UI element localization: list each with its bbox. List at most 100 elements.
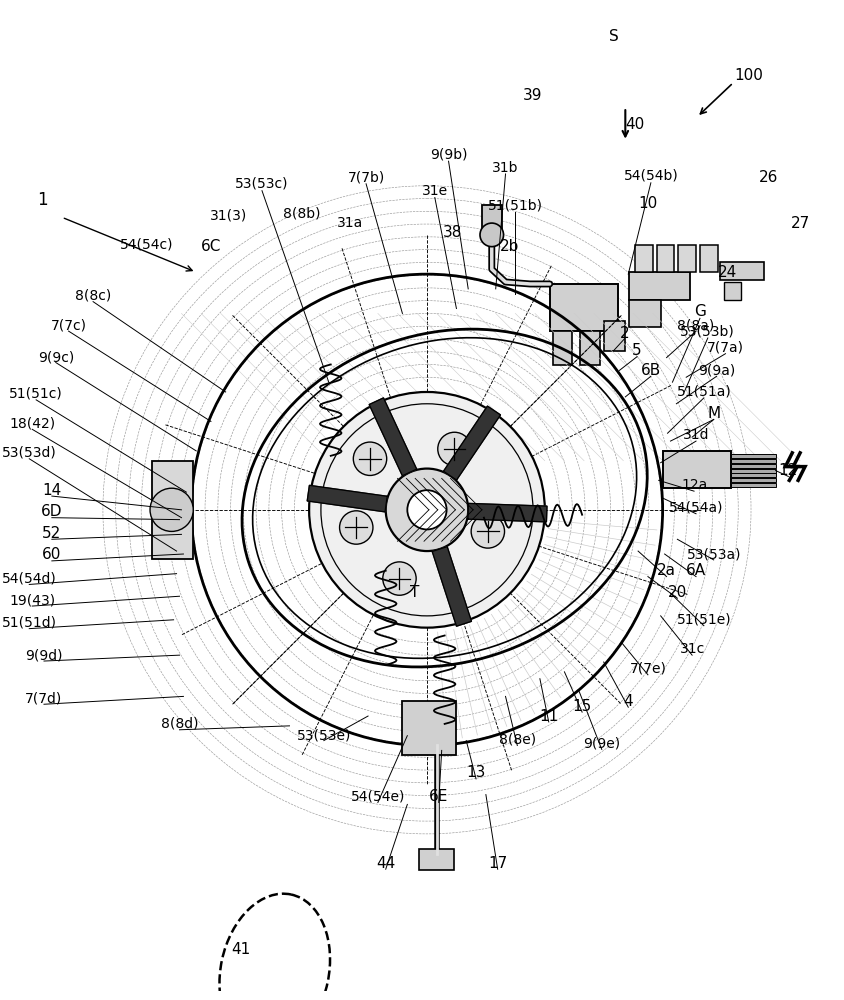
Bar — [731, 459, 775, 463]
Text: 31(3): 31(3) — [209, 208, 247, 222]
Text: 51(51a): 51(51a) — [676, 385, 730, 399]
Circle shape — [309, 392, 544, 628]
Text: 6A: 6A — [685, 563, 706, 578]
Bar — [635, 245, 652, 272]
Bar — [549, 284, 618, 331]
Text: 26: 26 — [758, 170, 777, 185]
Circle shape — [471, 515, 504, 548]
Text: 6B: 6B — [640, 363, 660, 378]
Text: 31d: 31d — [682, 428, 708, 442]
Bar — [731, 478, 775, 482]
Text: 7(7c): 7(7c) — [51, 318, 86, 332]
Text: 6E: 6E — [429, 789, 448, 804]
Text: 31e: 31e — [421, 184, 447, 198]
Text: 9(9e): 9(9e) — [582, 737, 619, 751]
Text: 6D: 6D — [41, 504, 62, 519]
Polygon shape — [369, 398, 416, 476]
Polygon shape — [443, 406, 500, 480]
Bar — [152, 461, 193, 559]
Bar — [719, 262, 763, 280]
Bar — [731, 454, 775, 458]
Text: 17: 17 — [488, 856, 506, 871]
Text: 1: 1 — [36, 191, 47, 209]
Text: 2b: 2b — [499, 239, 518, 254]
Text: 54(54c): 54(54c) — [120, 238, 174, 252]
Text: 9(9b): 9(9b) — [430, 147, 467, 161]
Text: 24: 24 — [717, 265, 736, 280]
Text: 11: 11 — [538, 709, 558, 724]
Text: 54(54b): 54(54b) — [623, 169, 678, 183]
Text: 54(54e): 54(54e) — [350, 790, 404, 804]
Text: 2: 2 — [619, 326, 629, 341]
Bar — [402, 701, 456, 755]
Bar — [481, 205, 501, 237]
Text: 51(51d): 51(51d) — [2, 616, 57, 630]
Text: 9(9c): 9(9c) — [38, 351, 73, 365]
Text: 52: 52 — [42, 526, 62, 541]
Text: 44: 44 — [376, 856, 395, 871]
Bar — [678, 245, 695, 272]
Text: 14: 14 — [42, 483, 62, 498]
Text: G: G — [693, 304, 705, 319]
Bar — [603, 321, 625, 351]
Bar — [580, 331, 599, 365]
Text: 31a: 31a — [337, 216, 363, 230]
Text: 53(53b): 53(53b) — [679, 324, 734, 338]
Text: 19(43): 19(43) — [9, 593, 55, 607]
Text: 100: 100 — [733, 68, 763, 83]
Circle shape — [339, 511, 372, 544]
Polygon shape — [432, 547, 471, 626]
Text: 54(54d): 54(54d) — [2, 572, 57, 586]
Text: 13: 13 — [466, 765, 485, 780]
Text: 53(53d): 53(53d) — [2, 446, 57, 460]
Text: 15: 15 — [572, 699, 591, 714]
Text: 20: 20 — [667, 585, 686, 600]
Text: 53(53a): 53(53a) — [685, 547, 740, 561]
Bar — [722, 282, 740, 300]
Text: T: T — [410, 585, 419, 600]
Polygon shape — [307, 485, 387, 512]
Text: 51(51c): 51(51c) — [9, 387, 63, 401]
Text: 2a: 2a — [657, 563, 675, 578]
Bar — [731, 483, 775, 487]
Text: S: S — [608, 29, 618, 44]
Text: 5: 5 — [631, 343, 641, 358]
Text: 6C: 6C — [201, 239, 221, 254]
Circle shape — [479, 223, 503, 247]
Text: 12: 12 — [778, 463, 797, 478]
Text: 9(9d): 9(9d) — [25, 648, 62, 662]
Text: 53(53c): 53(53c) — [235, 177, 289, 191]
Text: 7(7b): 7(7b) — [347, 171, 384, 185]
Polygon shape — [468, 503, 546, 522]
Text: 41: 41 — [230, 942, 250, 957]
Circle shape — [150, 488, 193, 531]
Text: 7(7a): 7(7a) — [706, 341, 743, 355]
Bar — [629, 300, 660, 327]
Bar — [656, 245, 674, 272]
Text: 7(7e): 7(7e) — [629, 662, 666, 676]
Circle shape — [382, 562, 415, 595]
Bar — [699, 245, 717, 272]
Text: 12a: 12a — [680, 478, 706, 492]
Text: 39: 39 — [522, 88, 542, 103]
Circle shape — [353, 442, 387, 475]
Bar — [731, 473, 775, 477]
Text: M: M — [706, 406, 719, 421]
Text: 40: 40 — [625, 117, 644, 132]
Text: 38: 38 — [442, 225, 462, 240]
Bar — [731, 464, 775, 468]
Text: 7(7d): 7(7d) — [25, 691, 62, 705]
Bar — [419, 849, 454, 870]
Text: 31b: 31b — [492, 161, 518, 175]
Text: 8(8d): 8(8d) — [160, 717, 198, 731]
Circle shape — [437, 432, 471, 466]
Text: 4: 4 — [623, 694, 632, 709]
Circle shape — [407, 490, 446, 529]
Text: 51(51b): 51(51b) — [487, 198, 542, 212]
Circle shape — [385, 469, 468, 551]
Text: 51(51e): 51(51e) — [676, 613, 730, 627]
Text: 54(54a): 54(54a) — [668, 501, 722, 515]
Text: 18(42): 18(42) — [9, 416, 55, 430]
Text: 8(8b): 8(8b) — [282, 206, 320, 220]
Text: 27: 27 — [789, 216, 809, 231]
